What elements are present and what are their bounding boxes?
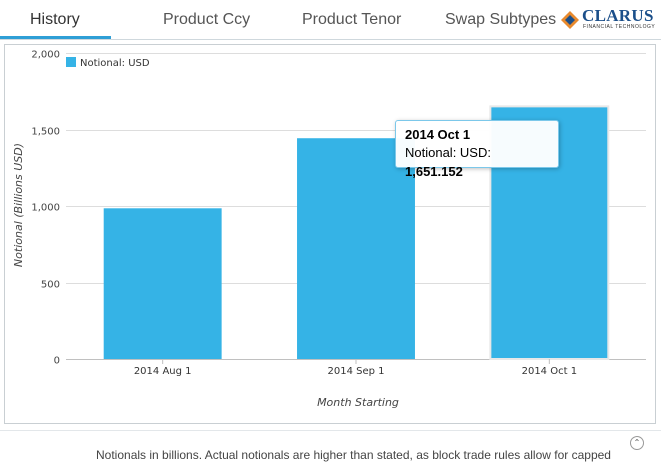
x-tick-label: 2014 Aug 1 [134, 366, 192, 377]
tab-divider [0, 39, 661, 40]
x-axis-title: Month Starting [317, 396, 399, 409]
tab-strip: History Product Ccy Product Tenor Swap S… [0, 0, 661, 40]
bar[interactable] [103, 208, 222, 359]
chart-frame [4, 44, 656, 424]
chart-tooltip: 2014 Oct 1 Notional: USD: 1,651.152 [395, 120, 559, 179]
tooltip-label: Notional: USD: [405, 145, 491, 160]
logo-subtext: FINANCIAL TECHNOLOGY [583, 24, 656, 30]
active-tab-indicator [0, 36, 111, 40]
double-chevron-up-icon[interactable]: ⌃ [630, 436, 644, 450]
tab-product-ccy[interactable]: Product Ccy [163, 11, 251, 28]
tooltip-value: 1,651.152 [405, 164, 463, 179]
y-tick-label: 500 [41, 280, 60, 291]
legend-label[interactable]: Notional: USD [80, 58, 150, 69]
logo-diamond-icon [561, 11, 579, 29]
logo-text: CLARUS [582, 6, 654, 25]
y-tick-label: 1,000 [31, 203, 60, 214]
x-tick-label: 2014 Sep 1 [327, 366, 384, 377]
tooltip-line: Notional: USD: 1,651.152 [405, 143, 549, 181]
y-axis-title: Notional (Billions USD) [12, 143, 25, 267]
tab-swap-subtypes[interactable]: Swap Subtypes [445, 11, 557, 28]
y-tick-label: 2,000 [31, 50, 60, 61]
tab-history[interactable]: History [30, 11, 80, 28]
footer-divider [0, 430, 661, 431]
tooltip-title: 2014 Oct 1 [405, 127, 471, 142]
bar[interactable] [297, 138, 415, 359]
legend-swatch [66, 57, 76, 67]
y-tick-label: 1,500 [31, 127, 60, 138]
clarus-logo: CLARUS FINANCIAL TECHNOLOGY [560, 4, 661, 36]
x-tick-label: 2014 Oct 1 [522, 366, 577, 377]
tab-product-tenor[interactable]: Product Tenor [302, 11, 402, 28]
axis-ticks: 0 500 1,000 1,500 2,000 2014 Aug 1 2014 Sep 1 2… [31, 50, 577, 378]
y-tick-label: 0 [54, 356, 60, 367]
footnote: Notionals in billions. Actual notionals … [96, 448, 611, 462]
